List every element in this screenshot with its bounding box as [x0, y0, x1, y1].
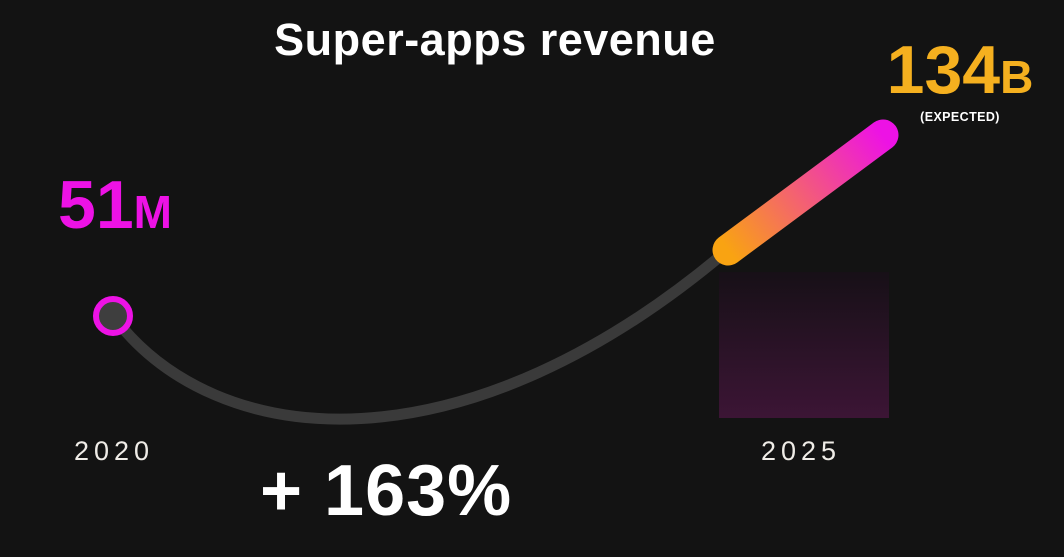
chart-title: Super-apps revenue [274, 14, 716, 65]
x-label-2020: 2020 [74, 436, 155, 466]
forecast-highlight-block [719, 272, 889, 418]
end-value-label: 134B (EXPECTED) [884, 36, 1036, 124]
start-point-marker [93, 296, 133, 336]
growth-percentage-label: + 163% [260, 451, 513, 531]
x-label-2025: 2025 [761, 436, 842, 466]
trend-rise-gradient-segment [712, 119, 899, 266]
end-unit: B [1000, 51, 1034, 103]
start-unit: M [133, 186, 172, 238]
start-value: 51 [58, 167, 134, 243]
expected-note: (EXPECTED) [920, 110, 1000, 124]
end-value: 134 [886, 32, 1001, 108]
trend-curve [107, 236, 743, 425]
start-value-label: 51M [58, 171, 172, 239]
